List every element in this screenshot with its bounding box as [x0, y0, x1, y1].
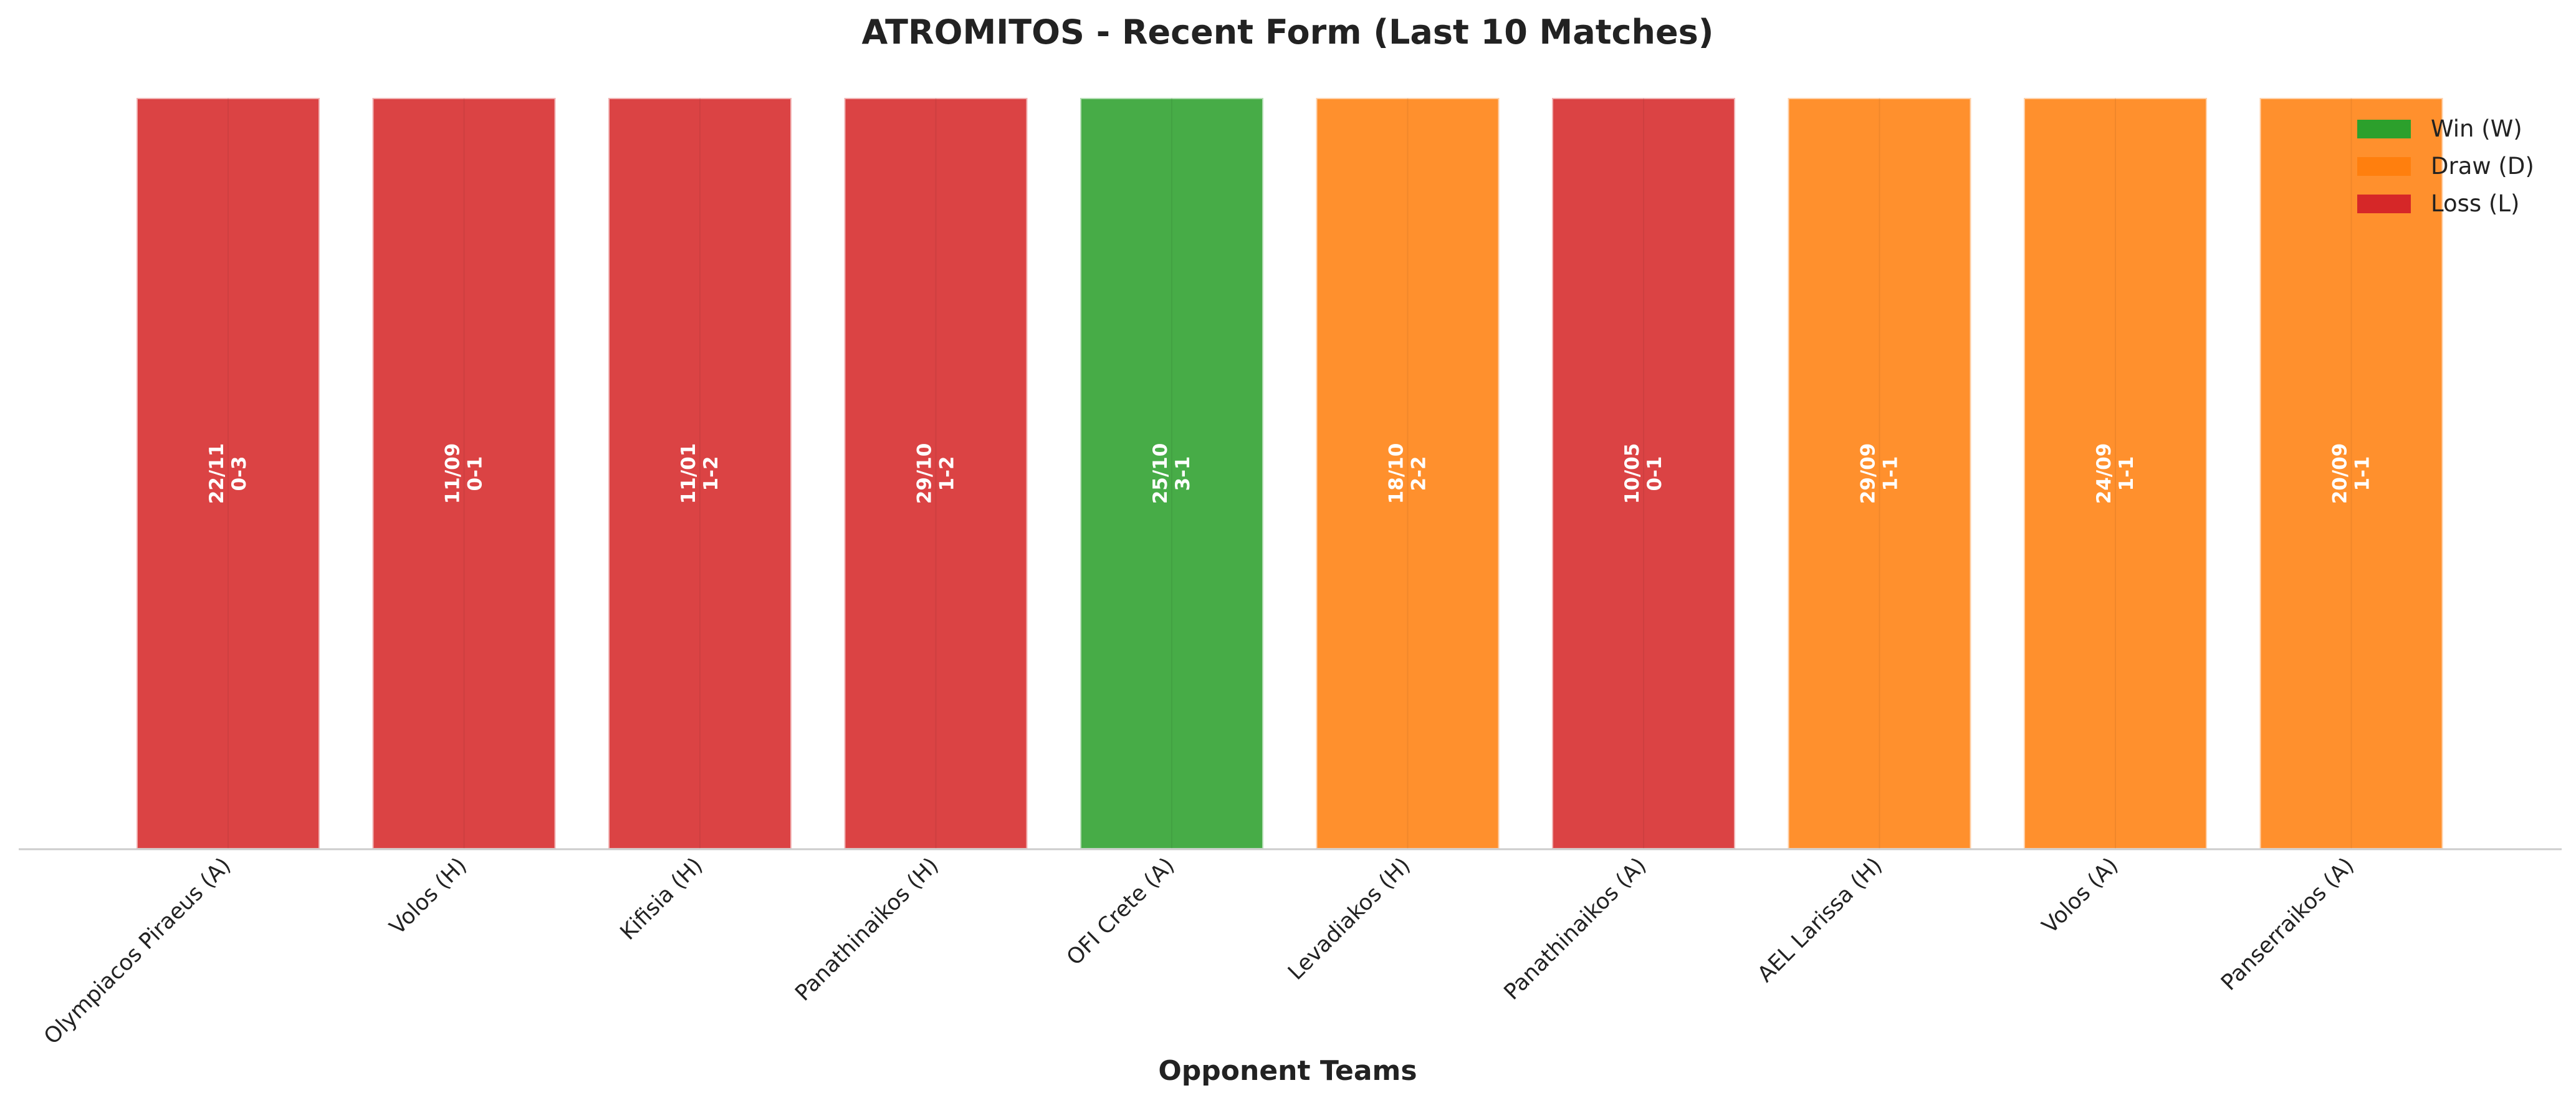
bar-date: 25/10: [1149, 443, 1172, 504]
bar-date: 11/01: [678, 443, 700, 504]
bar-score: 1-2: [936, 456, 959, 491]
legend-label-w: Win (W): [2431, 115, 2522, 142]
bar-label-8: 29/091-1: [1857, 443, 1902, 504]
bar-score: 1-1: [2352, 456, 2374, 491]
bar-date: 18/10: [1386, 443, 1408, 504]
x-tick-label-10: Panserraikos (A): [2216, 853, 2359, 996]
chart-title: ATROMITOS - Recent Form (Last 10 Matches…: [862, 12, 1714, 52]
bar-date: 20/09: [2329, 443, 2352, 504]
bar-label-9: 24/091-1: [2093, 443, 2138, 504]
legend-swatch-l: [2357, 195, 2411, 213]
bar-3: [607, 97, 793, 850]
bars-group: 22/110-3 11/090-1 11/011-2 29/101-2 25/103-1…: [135, 97, 2444, 850]
x-axis-label: Opponent Teams: [1158, 1055, 1417, 1087]
x-tick-label-8: AEL Larissa (H): [1753, 853, 1887, 987]
bar-label-1: 22/110-3: [206, 443, 251, 504]
bar-date: 24/09: [2093, 443, 2115, 504]
legend-label-d: Draw (D): [2431, 153, 2534, 180]
x-tick-label-5: OFI Crete (A): [1062, 853, 1179, 970]
bar-date: 22/11: [206, 443, 228, 504]
legend-swatch-w: [2357, 120, 2411, 138]
x-tick-label-7: Panathinaikos (A): [1500, 853, 1652, 1005]
bar-label-2: 11/090-1: [442, 443, 487, 504]
bar-label-5: 25/103-1: [1149, 443, 1194, 504]
bar-4: [843, 97, 1029, 850]
bar-label-10: 20/091-1: [2329, 443, 2374, 504]
bar-10: [2258, 97, 2444, 850]
bar-label-4: 29/101-2: [914, 443, 959, 504]
x-tick-label-6: Levadiakos (H): [1283, 853, 1415, 985]
bar-date: 10/05: [1621, 443, 1644, 504]
x-tick-label-2: Volos (H): [385, 853, 472, 940]
bar-score: 1-1: [1880, 456, 1902, 491]
bar-label-3: 11/011-2: [678, 443, 722, 504]
bar-score: 0-3: [228, 456, 251, 491]
bar-7: [1551, 97, 1736, 850]
bar-date: 11/09: [442, 443, 464, 504]
bar-label-7: 10/050-1: [1621, 443, 1666, 504]
bar-score: 1-1: [2115, 456, 2138, 491]
bar-label-6: 18/102-2: [1386, 443, 1430, 504]
bar-score: 0-1: [464, 456, 487, 491]
x-tick-label-3: Kifisia (H): [616, 853, 708, 945]
legend-label-l: Loss (L): [2431, 190, 2519, 217]
x-tick-label-9: Volos (A): [2037, 853, 2123, 938]
bar-score: 2-2: [1408, 456, 1430, 491]
bar-date: 29/09: [1857, 443, 1880, 504]
bar-score: 0-1: [1644, 456, 1666, 491]
legend-swatch-d: [2357, 157, 2411, 176]
bar-1: [135, 97, 321, 850]
bar-date: 29/10: [914, 443, 936, 504]
legend: Win (W) Draw (D) Loss (L): [2357, 115, 2534, 217]
bar-2: [371, 97, 557, 850]
x-tick-labels: Olympiacos Piraeus (A) Volos (H) Kifisia (…: [39, 853, 2359, 1049]
bar-score: 1-2: [700, 456, 722, 491]
bar-score: 3-1: [1172, 456, 1194, 491]
bar-6: [1314, 97, 1501, 850]
x-tick-label-1: Olympiacos Piraeus (A): [39, 853, 236, 1049]
bar-5: [1079, 97, 1265, 850]
x-tick-label-4: Panathinaikos (H): [790, 853, 943, 1006]
